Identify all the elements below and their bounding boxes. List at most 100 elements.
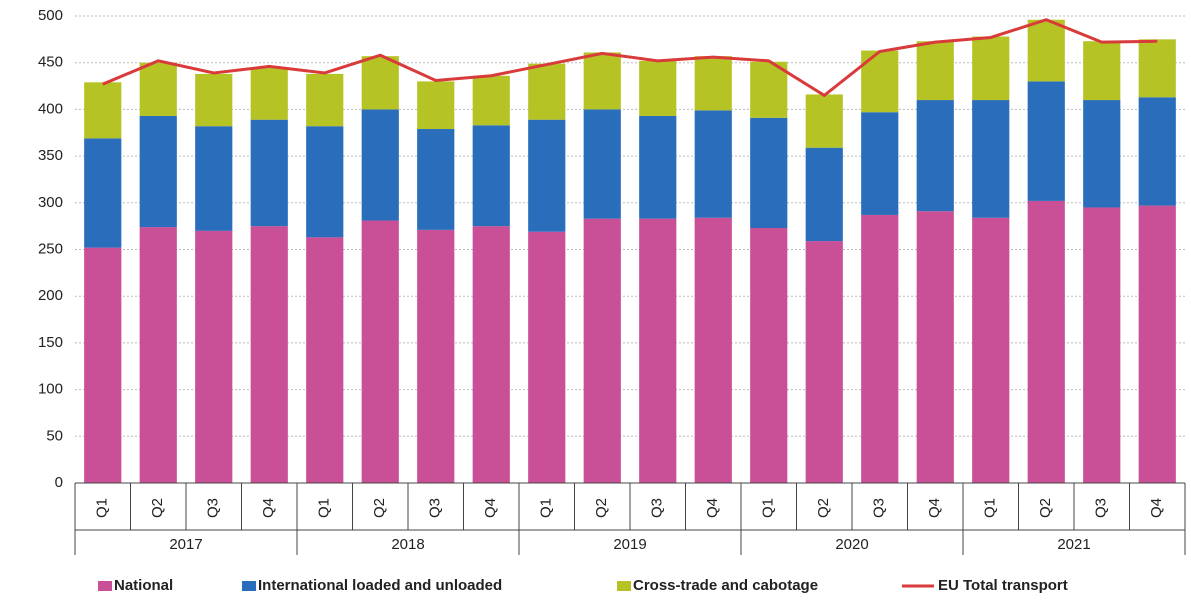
bar-segment [861,112,899,215]
legend-swatch [242,581,256,591]
bar-segment [417,229,455,483]
legend: National International loaded and unloade… [98,577,1068,594]
bar-segment [639,115,677,219]
bar-segment [805,94,843,148]
bar-segment [583,218,621,484]
group-label: 2020 [835,536,868,553]
bar-segment [694,56,732,111]
legend-label: Cross-trade and cabotage [633,577,818,594]
bar-segment [1027,19,1065,82]
bar-segment [306,126,344,238]
bar-segment [472,226,510,483]
x-tick-label: Q3 [871,498,888,518]
bar-segment [1083,207,1121,483]
bar-segment [861,214,899,483]
group-label: 2019 [613,536,646,553]
bar-segment [1138,97,1176,206]
y-tick-label: 300 [38,194,63,211]
bar-segment [861,50,899,113]
x-tick-label: Q3 [649,498,666,518]
x-tick-label: Q4 [482,498,499,518]
bar-segment [1138,39,1176,98]
x-tick-label: Q2 [593,498,610,518]
x-tick-label: Q1 [94,498,111,518]
bar-segment [916,41,954,101]
bar-segment [84,138,122,248]
y-tick-label: 250 [38,240,63,257]
bar-segment [750,117,788,229]
bar-segment [916,100,954,212]
bar-segment [361,109,399,221]
y-tick-label: 0 [55,474,63,491]
bar-segment [361,220,399,483]
bar-segment [1083,100,1121,208]
legend-swatch [98,581,112,591]
bar-segment [195,126,233,231]
x-tick-label: Q1 [760,498,777,518]
bar-segment [1027,81,1065,201]
bar-segment [417,81,455,130]
y-tick-label: 200 [38,287,63,304]
bar-segment [583,52,621,110]
bar-segment [250,119,288,227]
y-tick-label: 500 [38,7,63,24]
legend-label: International loaded and unloaded [258,577,502,594]
bar-segment [84,82,122,139]
y-tick-label: 150 [38,334,63,351]
bar-segment [139,115,177,228]
x-tick-label: Q4 [260,498,277,518]
bar-segment [805,241,843,483]
x-tick-label: Q1 [538,498,555,518]
bar-segment [972,100,1010,218]
bar-segment [250,67,288,120]
bar-segment [361,56,399,110]
x-tick-label: Q3 [205,498,222,518]
bar-segment [750,61,788,118]
bar-segment [417,129,455,230]
bar-segment [195,73,233,127]
bar-segment [472,75,510,126]
bar-segment [1138,205,1176,484]
bar-segment [694,217,732,483]
bar-segment [750,228,788,483]
x-tick-label: Q3 [1093,498,1110,518]
x-tick-label: Q4 [1148,498,1165,518]
bar-segment [306,237,344,483]
x-tick-label: Q1 [316,498,333,518]
bar-segment [528,63,566,120]
x-tick-label: Q2 [815,498,832,518]
bar-segment [694,110,732,218]
x-tick-label: Q2 [1037,498,1054,518]
legend-label: EU Total transport [938,577,1068,594]
group-label: 2017 [169,536,202,553]
x-tick-label: Q3 [427,498,444,518]
legend-label: National [114,577,173,594]
legend-swatch [617,581,631,591]
bar-segment [972,36,1010,101]
group-label: 2021 [1057,536,1090,553]
bar-segment [472,125,510,227]
bar-segment [139,62,177,116]
bar-segment [84,247,122,483]
x-tick-label: Q4 [704,498,721,518]
x-tick-label: Q4 [926,498,943,518]
bar-segment [805,147,843,242]
bar-segment [139,227,177,483]
bar-segment [306,73,344,127]
x-tick-label: Q2 [149,498,166,518]
bar-segment [916,211,954,483]
bar-segment [195,230,233,483]
group-label: 2018 [391,536,424,553]
y-tick-label: 50 [46,427,63,444]
bar-segment [639,218,677,484]
bar-segment [528,231,566,483]
bar-segment [639,60,677,116]
bar-segment [583,109,621,219]
x-tick-label: Q2 [371,498,388,518]
bar-segment [528,119,566,232]
y-tick-label: 400 [38,100,63,117]
line-series [102,18,1158,98]
bar-segment [1083,41,1121,101]
y-tick-label: 350 [38,147,63,164]
